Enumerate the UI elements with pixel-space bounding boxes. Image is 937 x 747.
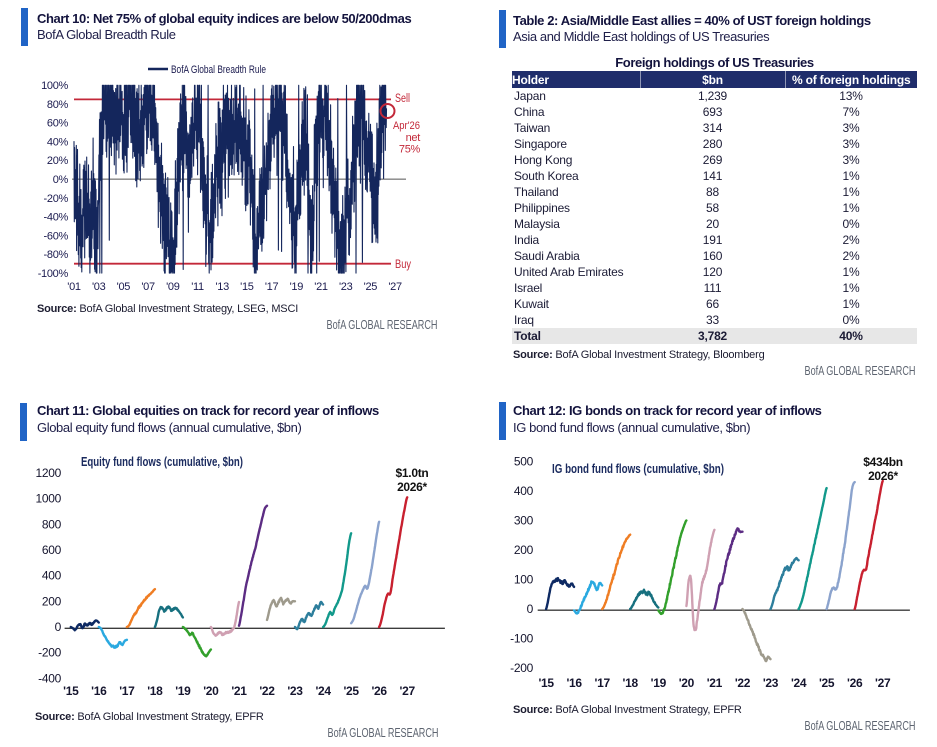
svg-text:'21: '21 [707, 676, 723, 690]
svg-text:'19: '19 [290, 281, 304, 293]
svg-text:300: 300 [514, 514, 534, 528]
svg-text:'13: '13 [215, 281, 229, 293]
svg-text:-20%: -20% [44, 193, 69, 205]
svg-text:'15: '15 [63, 684, 79, 698]
svg-text:600: 600 [42, 543, 62, 557]
svg-text:100: 100 [514, 573, 534, 587]
svg-text:500: 500 [514, 455, 534, 469]
svg-text:BofA Global Breadth Rule: BofA Global Breadth Rule [171, 64, 266, 76]
svg-text:2026*: 2026* [868, 469, 898, 483]
svg-text:'24: '24 [315, 684, 331, 698]
svg-text:'09: '09 [166, 281, 180, 293]
svg-text:0%: 0% [53, 174, 69, 186]
svg-text:'27: '27 [400, 684, 416, 698]
svg-text:'22: '22 [259, 684, 275, 698]
svg-text:40%: 40% [47, 136, 69, 148]
svg-text:'01: '01 [67, 281, 81, 293]
svg-text:'23: '23 [287, 684, 303, 698]
svg-text:'27: '27 [875, 676, 891, 690]
svg-text:Sell: Sell [395, 93, 410, 105]
svg-text:'15: '15 [240, 281, 254, 293]
svg-text:-40%: -40% [44, 212, 69, 224]
svg-text:'07: '07 [141, 281, 155, 293]
svg-text:'23: '23 [339, 281, 353, 293]
svg-text:'16: '16 [566, 676, 582, 690]
svg-text:-200: -200 [510, 661, 533, 675]
svg-text:100%: 100% [41, 80, 68, 92]
svg-text:400: 400 [42, 569, 62, 583]
svg-text:60%: 60% [47, 118, 69, 130]
svg-text:-100: -100 [510, 632, 533, 646]
svg-text:-80%: -80% [44, 249, 69, 261]
svg-text:'16: '16 [91, 684, 107, 698]
svg-text:75%: 75% [399, 144, 421, 156]
svg-text:'05: '05 [117, 281, 131, 293]
svg-text:'19: '19 [651, 676, 667, 690]
svg-text:'11: '11 [191, 281, 204, 293]
svg-text:'18: '18 [623, 676, 639, 690]
svg-text:'23: '23 [763, 676, 779, 690]
svg-text:'21: '21 [314, 281, 328, 293]
svg-text:-400: -400 [38, 671, 61, 685]
svg-text:'25: '25 [364, 281, 378, 293]
svg-text:2026*: 2026* [397, 480, 427, 494]
svg-text:Buy: Buy [395, 259, 411, 271]
svg-text:'20: '20 [679, 676, 695, 690]
svg-text:-100%: -100% [38, 268, 69, 280]
svg-text:'15: '15 [538, 676, 554, 690]
svg-text:'19: '19 [175, 684, 191, 698]
svg-text:$1.0tn: $1.0tn [396, 466, 429, 480]
svg-text:200: 200 [514, 543, 534, 557]
svg-text:-200: -200 [38, 646, 61, 660]
svg-text:'25: '25 [819, 676, 835, 690]
svg-text:'03: '03 [92, 281, 106, 293]
svg-text:'17: '17 [595, 676, 611, 690]
svg-text:1200: 1200 [36, 466, 62, 480]
svg-text:Apr'26: Apr'26 [393, 120, 420, 132]
svg-text:200: 200 [42, 594, 62, 608]
svg-text:'22: '22 [735, 676, 751, 690]
svg-text:'21: '21 [231, 684, 247, 698]
svg-text:1000: 1000 [36, 492, 62, 506]
svg-text:0: 0 [527, 602, 534, 616]
svg-text:0: 0 [55, 620, 62, 634]
svg-text:'25: '25 [343, 684, 359, 698]
svg-text:'26: '26 [847, 676, 863, 690]
svg-text:'26: '26 [371, 684, 387, 698]
svg-text:Equity fund flows (cumulative,: Equity fund flows (cumulative, $bn) [81, 455, 243, 469]
svg-text:-60%: -60% [44, 230, 69, 242]
svg-text:80%: 80% [47, 99, 69, 111]
svg-text:'27: '27 [388, 281, 402, 293]
svg-text:'18: '18 [147, 684, 163, 698]
svg-text:400: 400 [514, 484, 534, 498]
svg-text:net: net [406, 132, 421, 144]
svg-text:$434bn: $434bn [863, 455, 903, 469]
svg-text:'17: '17 [265, 281, 279, 293]
svg-text:'24: '24 [791, 676, 807, 690]
svg-text:800: 800 [42, 517, 62, 531]
svg-text:'17: '17 [119, 684, 135, 698]
svg-text:'20: '20 [203, 684, 219, 698]
svg-text:IG bond fund flows (cumulative: IG bond fund flows (cumulative, $bn) [552, 462, 724, 476]
svg-text:20%: 20% [47, 155, 69, 167]
